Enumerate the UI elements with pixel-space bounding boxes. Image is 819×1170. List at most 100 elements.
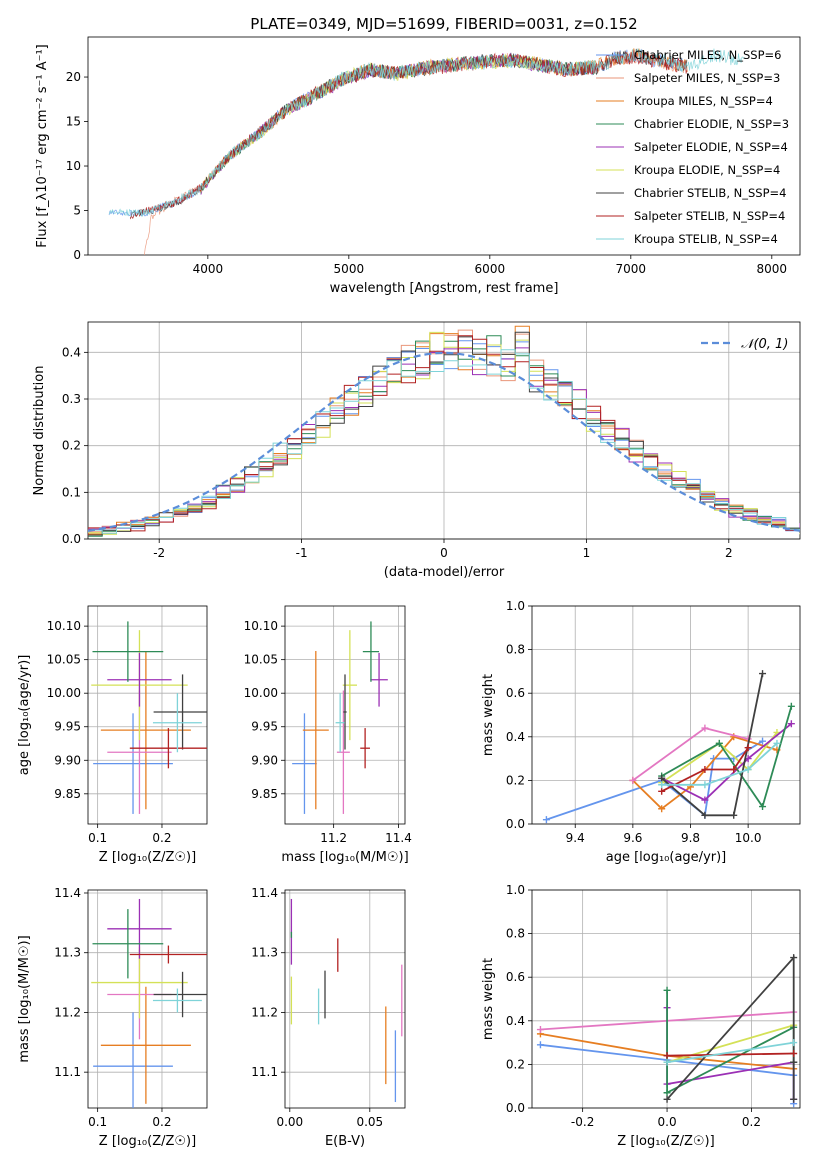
mass-weight-series-line — [546, 740, 763, 821]
y-tick-label: 0.0 — [62, 532, 81, 546]
spectrum-series-line — [129, 50, 688, 220]
mass-weight-series-line — [666, 955, 795, 1100]
residual-histogram-step — [88, 349, 800, 534]
mass-weight-marker — [787, 720, 795, 728]
y-tick-label: 10.10 — [244, 619, 278, 633]
mass-weight-series-line — [661, 731, 778, 784]
y-tick-label: 0.2 — [506, 773, 525, 787]
x-tick-label: 0.2 — [152, 831, 171, 845]
mass-weight-marker — [715, 739, 723, 747]
y-tick-label: 11.4 — [251, 886, 278, 900]
y-tick-label: 0.4 — [62, 345, 81, 359]
x-axis-label: Z [log₁₀(Z/Z☉)] — [99, 1134, 196, 1149]
legend-label: Chabrier ELODIE, N_SSP=3 — [634, 117, 789, 131]
mass-weight-marker — [663, 1052, 671, 1060]
y-axis-label: age [log₁₀(age/yr)] — [17, 655, 32, 776]
y-tick-label: 10.05 — [244, 653, 278, 667]
legend-label: Kroupa MILES, N_SSP=4 — [634, 94, 773, 108]
mass-weight-marker — [536, 1026, 544, 1034]
legend-label: Salpeter MILES, N_SSP=3 — [634, 71, 780, 85]
x-axis-label: (data-model)/error — [384, 565, 505, 580]
legend-label: Kroupa ELODIE, N_SSP=4 — [634, 163, 780, 177]
x-tick-label: 1 — [583, 546, 591, 560]
x-axis-label: mass [log₁₀(M/M☉)] — [281, 850, 408, 865]
mass-weight-series-line — [661, 742, 778, 786]
axes-frame — [284, 889, 406, 1109]
y-tick-label: 9.95 — [251, 720, 278, 734]
mass-weight-marker — [773, 739, 781, 747]
x-tick-label: 9.8 — [681, 831, 700, 845]
x-axis-label: wavelength [Angstrom, rest frame] — [330, 281, 559, 296]
y-tick-label: 11.4 — [54, 886, 81, 900]
y-tick-label: 9.95 — [54, 720, 81, 734]
y-tick-label: 1.0 — [506, 599, 525, 613]
y-tick-label: 11.3 — [54, 946, 81, 960]
y-tick-label: 9.90 — [54, 753, 81, 767]
y-axis-label: mass weight — [481, 958, 496, 1040]
y-tick-label: 11.1 — [251, 1065, 278, 1079]
x-tick-label: 0.0 — [658, 1115, 677, 1129]
x-tick-label: 0 — [440, 546, 448, 560]
x-tick-label: 0.00 — [276, 1115, 303, 1129]
y-tick-label: 11.3 — [251, 946, 278, 960]
chart-title: PLATE=0349, MJD=51699, FIBERID=0031, z=0… — [250, 15, 637, 33]
spectrum-chart: 4000 5000 6000 7000 8000 0 5 10 15 20 wavelength [… — [35, 15, 801, 296]
axes-frame — [87, 605, 208, 825]
mass-weight-marker — [536, 1041, 544, 1049]
axes-frame — [87, 36, 801, 256]
mass-weight-marker — [701, 724, 709, 732]
mass-weight-series-line — [661, 747, 749, 793]
massweight-vs-Z-chart: -0.2 0.0 0.2 0.0 0.2 0.4 0.6 0.8 1.0 Z [log₁₀(Z/Z… — [481, 883, 801, 1149]
x-axis-label: age [log₁₀(age/yr)] — [606, 850, 727, 865]
spectrum-series-line — [144, 50, 687, 255]
mass-weight-series-line — [661, 722, 792, 802]
x-axis-label: Z [log₁₀(Z/Z☉)] — [617, 1134, 714, 1149]
x-tick-label: 9.6 — [623, 831, 642, 845]
y-tick-label: 9.85 — [54, 787, 81, 801]
mass-weight-marker — [663, 1095, 671, 1103]
mass-weight-marker — [790, 1039, 798, 1047]
y-tick-label: 10 — [66, 159, 81, 173]
y-tick-label: 0.4 — [506, 1014, 525, 1028]
mass-weight-marker — [759, 737, 767, 745]
age-vs-Z-chart: 0.1 0.2 9.85 9.90 9.95 10.00 10.05 10.10 Z [log₁… — [17, 605, 208, 865]
mass-weight-series-line — [667, 1052, 794, 1057]
y-axis-label: mass [log₁₀(M/M☉)] — [17, 935, 32, 1062]
mass-weight-marker — [663, 986, 671, 994]
y-tick-label: 11.2 — [54, 1005, 81, 1019]
y-tick-label: 0.0 — [506, 1101, 525, 1115]
y-tick-label: 0.3 — [62, 392, 81, 406]
mass-weight-marker — [658, 805, 666, 813]
axes-frame — [531, 605, 801, 825]
x-tick-label: 2 — [725, 546, 733, 560]
x-axis-label: E(B-V) — [325, 1134, 365, 1149]
mass-weight-marker — [744, 744, 752, 752]
x-axis-label: Z [log₁₀(Z/Z☉)] — [99, 850, 196, 865]
mass-vs-Z-chart: 0.1 0.2 11.1 11.2 11.3 11.4 Z [log₁₀(Z/Z☉)] mas… — [17, 886, 208, 1149]
y-axis-label: Normed distribution — [32, 366, 47, 496]
mass-weight-marker — [790, 1050, 798, 1057]
mass-weight-series-line — [666, 1024, 794, 1064]
x-tick-label: 7000 — [616, 262, 647, 276]
legend-label: Chabrier MILES, N_SSP=6 — [634, 48, 781, 62]
y-tick-label: 0 — [73, 248, 81, 262]
y-tick-label: 11.2 — [251, 1005, 278, 1019]
y-axis-label: mass weight — [481, 674, 496, 756]
x-tick-label: 0.2 — [152, 1115, 171, 1129]
y-tick-label: 15 — [66, 115, 81, 129]
y-tick-label: 20 — [66, 70, 81, 84]
massweight-vs-age-chart: 9.4 9.6 9.8 10.0 0.0 0.2 0.4 0.6 0.8 1.0 age [log₁… — [481, 599, 801, 865]
y-tick-label: 0.8 — [506, 927, 525, 941]
x-tick-label: -1 — [296, 546, 308, 560]
y-tick-label: 0.0 — [506, 817, 525, 831]
mass-weight-marker — [658, 787, 666, 795]
y-axis-label: Flux [f_λ10⁻¹⁷ erg cm⁻² s⁻¹ A⁻¹] — [35, 44, 50, 248]
mass-weight-marker — [759, 803, 767, 811]
mass-weight-marker — [790, 954, 798, 962]
y-tick-label: 9.90 — [251, 753, 278, 767]
x-tick-label: 0.2 — [742, 1115, 761, 1129]
mass-weight-marker — [658, 774, 666, 782]
y-tick-label: 10.00 — [47, 686, 81, 700]
mass-weight-marker — [730, 811, 738, 819]
mass-weight-marker — [701, 766, 709, 773]
